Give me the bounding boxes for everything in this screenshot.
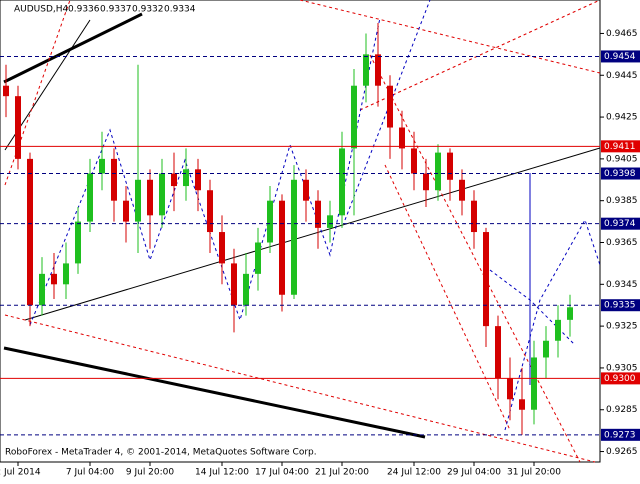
candle-body [135, 179, 141, 222]
level-label-bg [601, 140, 640, 153]
level-label-bg [601, 299, 640, 312]
x-tick-label: 7 Jul 04:00 [66, 468, 115, 478]
candle-body [243, 273, 249, 306]
candle-body [543, 340, 549, 358]
y-tick-label: 0.9345 [606, 280, 638, 290]
candle-body [123, 200, 129, 222]
ohlc-low: 0.9332 [132, 5, 164, 15]
candle-body [267, 200, 273, 243]
level-label: 0.9411 [604, 142, 636, 152]
y-tick-label: 0.9305 [606, 363, 638, 373]
x-tick-label: 24 Jul 12:00 [387, 468, 441, 478]
candle-body [15, 96, 21, 159]
x-tick-label: 31 Jul 20:00 [507, 468, 561, 478]
candle-body [303, 179, 309, 201]
ohlc-open: 0.9336 [68, 5, 100, 15]
level-label: 0.9300 [604, 374, 636, 384]
candle-body [195, 169, 201, 191]
level-label-bg [601, 428, 640, 441]
trendlines [3, 0, 601, 463]
candle-body [231, 263, 237, 306]
level-label-bg [601, 50, 640, 63]
candle-body [255, 242, 261, 274]
candle-body [375, 54, 381, 86]
x-tick-label: 14 Jul 12:00 [195, 468, 249, 478]
symbol: AUDUSD,H4 [14, 5, 69, 15]
ohlc-close: 0.9334 [164, 5, 196, 15]
y-tick-label: 0.9265 [606, 447, 638, 457]
x-tick-label: 21 Jul 20:00 [315, 468, 369, 478]
candle-body [327, 215, 333, 228]
candle-body [519, 399, 525, 410]
plot-area [0, 0, 601, 463]
candle-body [315, 200, 321, 228]
candle-body [399, 127, 405, 149]
y-tick-label: 0.9425 [606, 113, 638, 123]
candle-body [51, 273, 57, 285]
candle-body [495, 326, 501, 379]
candle-body [483, 232, 489, 327]
candle-body [387, 85, 393, 128]
level-label-bg [601, 372, 640, 385]
x-tick-label: 29 Jul 04:00 [447, 468, 501, 478]
footer: RoboForex - MetaTrader 4, © 2001-2014, M… [5, 448, 317, 458]
level-label: 0.9454 [604, 52, 636, 62]
candle-body [507, 378, 513, 400]
candle-body [291, 179, 297, 295]
candle-body [567, 307, 573, 320]
x-tick-label: 17 Jul 04:00 [255, 468, 309, 478]
candle-body [471, 200, 477, 233]
x-tick-label: 2 Jul 2014 [0, 468, 41, 478]
candle-body [219, 232, 225, 264]
candle-body [171, 173, 177, 187]
candle-body [411, 148, 417, 174]
candle-body [423, 173, 429, 191]
level-label: 0.9374 [604, 219, 636, 229]
candle-body [87, 173, 93, 222]
y-tick-label: 0.9325 [606, 322, 638, 332]
y-tick-label: 0.9445 [606, 71, 638, 81]
candle-body [435, 152, 441, 191]
ohlc-high: 0.9337 [100, 5, 132, 15]
candle-body [3, 85, 9, 97]
candle-body [63, 263, 69, 285]
candle-body [75, 221, 81, 264]
candle-body [447, 152, 453, 180]
y-tick-label: 0.9285 [606, 405, 638, 415]
candle-body [555, 319, 561, 341]
y-tick-label: 0.9465 [606, 29, 638, 39]
candle-body [27, 158, 33, 306]
level-label-bg [601, 167, 640, 180]
candle-body [147, 179, 153, 216]
candle-body [39, 273, 45, 306]
candle-body [459, 179, 465, 201]
candle-body [111, 158, 117, 201]
candle-body [159, 173, 165, 216]
candle-body [531, 357, 537, 410]
level-label: 0.9398 [604, 169, 636, 179]
candle-body [351, 85, 357, 149]
y-tick-label: 0.9385 [606, 196, 638, 206]
level-label-bg [601, 217, 640, 230]
candle-body [207, 190, 213, 233]
candle-body [99, 158, 105, 174]
candle-body [363, 54, 369, 86]
candle-body [339, 148, 345, 216]
level-label: 0.9335 [604, 301, 636, 311]
candle-body [279, 200, 285, 295]
y-tick-label: 0.9405 [606, 154, 638, 164]
x-tick-label: 9 Jul 20:00 [126, 468, 175, 478]
y-tick-label: 0.9365 [606, 238, 638, 248]
candle-body [183, 169, 189, 187]
level-label: 0.9273 [604, 430, 636, 440]
